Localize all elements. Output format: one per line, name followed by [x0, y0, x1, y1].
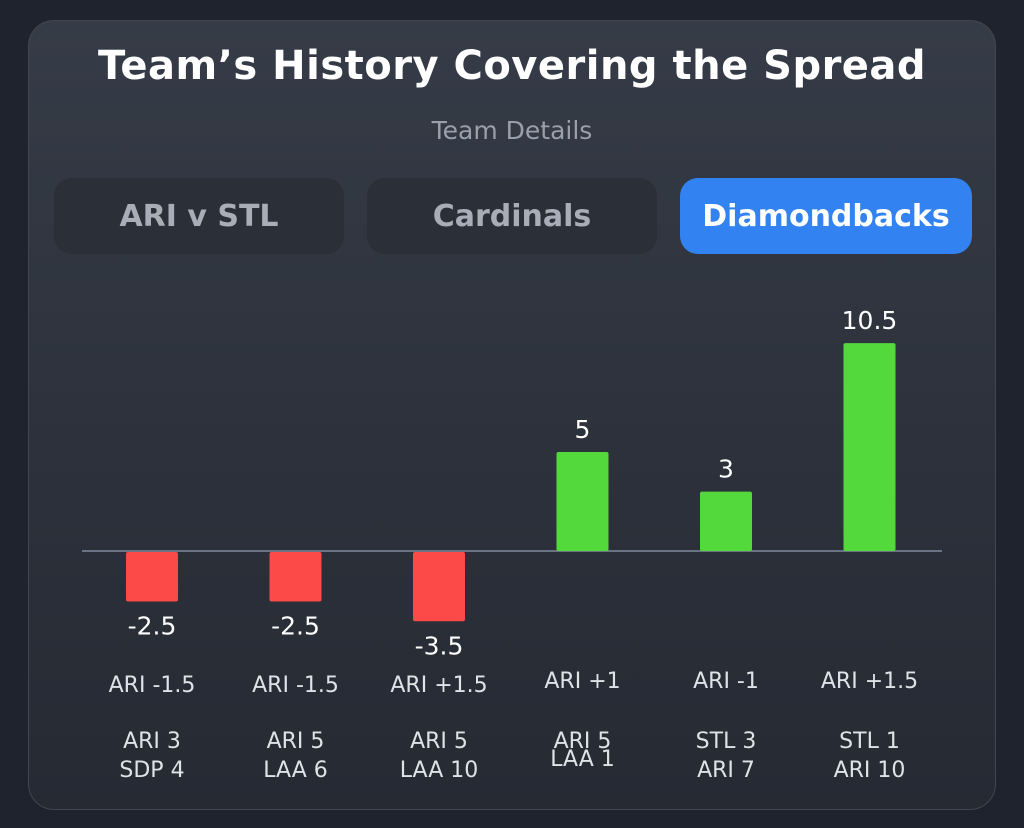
spread-label-4: ARI +1	[544, 669, 620, 694]
spread-label-3: ARI +1.5	[390, 673, 487, 698]
score-line2-5: ARI 7	[697, 758, 755, 783]
score-line2-2: LAA 6	[263, 758, 327, 783]
value-label-6: 10.5	[842, 306, 898, 335]
score-line2-3: LAA 10	[400, 758, 478, 783]
score-line1-6: STL 1	[839, 729, 900, 754]
score-line2-6: ARI 10	[834, 758, 906, 783]
score-line2-4: LAA 1	[550, 747, 614, 772]
score-line1-1: ARI 3	[123, 729, 181, 754]
score-line1-4: ARI 5	[554, 729, 612, 754]
value-label-3: -3.5	[415, 631, 464, 660]
value-label-2: -2.5	[271, 612, 320, 641]
spread-label-5: ARI -1	[693, 669, 759, 694]
bar-1	[126, 552, 178, 602]
tab-diamondbacks[interactable]: Diamondbacks	[680, 178, 972, 254]
chart-title: Team’s History Covering the Spread	[97, 43, 927, 89]
score-line1-2: ARI 5	[267, 729, 325, 754]
bar-3	[413, 552, 465, 622]
bar-2	[269, 552, 322, 602]
chart-subtitle: Team Details	[431, 116, 593, 145]
bar-4	[556, 452, 609, 551]
chart-card	[28, 20, 996, 810]
value-label-5: 3	[718, 455, 734, 484]
score-line1-5: STL 3	[696, 729, 757, 754]
bar-6	[843, 343, 896, 551]
score-line2-1: SDP 4	[119, 758, 184, 783]
spread-label-2: ARI -1.5	[252, 673, 339, 698]
spread-label-6: ARI +1.5	[821, 669, 918, 694]
spread-label-1: ARI -1.5	[109, 673, 196, 698]
score-line1-3: ARI 5	[410, 729, 468, 754]
value-label-1: -2.5	[128, 612, 177, 641]
tab-cardinals[interactable]: Cardinals	[367, 178, 657, 254]
tab-ari-v-stl[interactable]: ARI v STL	[54, 178, 344, 254]
value-label-4: 5	[575, 415, 591, 444]
bar-5	[700, 491, 752, 551]
